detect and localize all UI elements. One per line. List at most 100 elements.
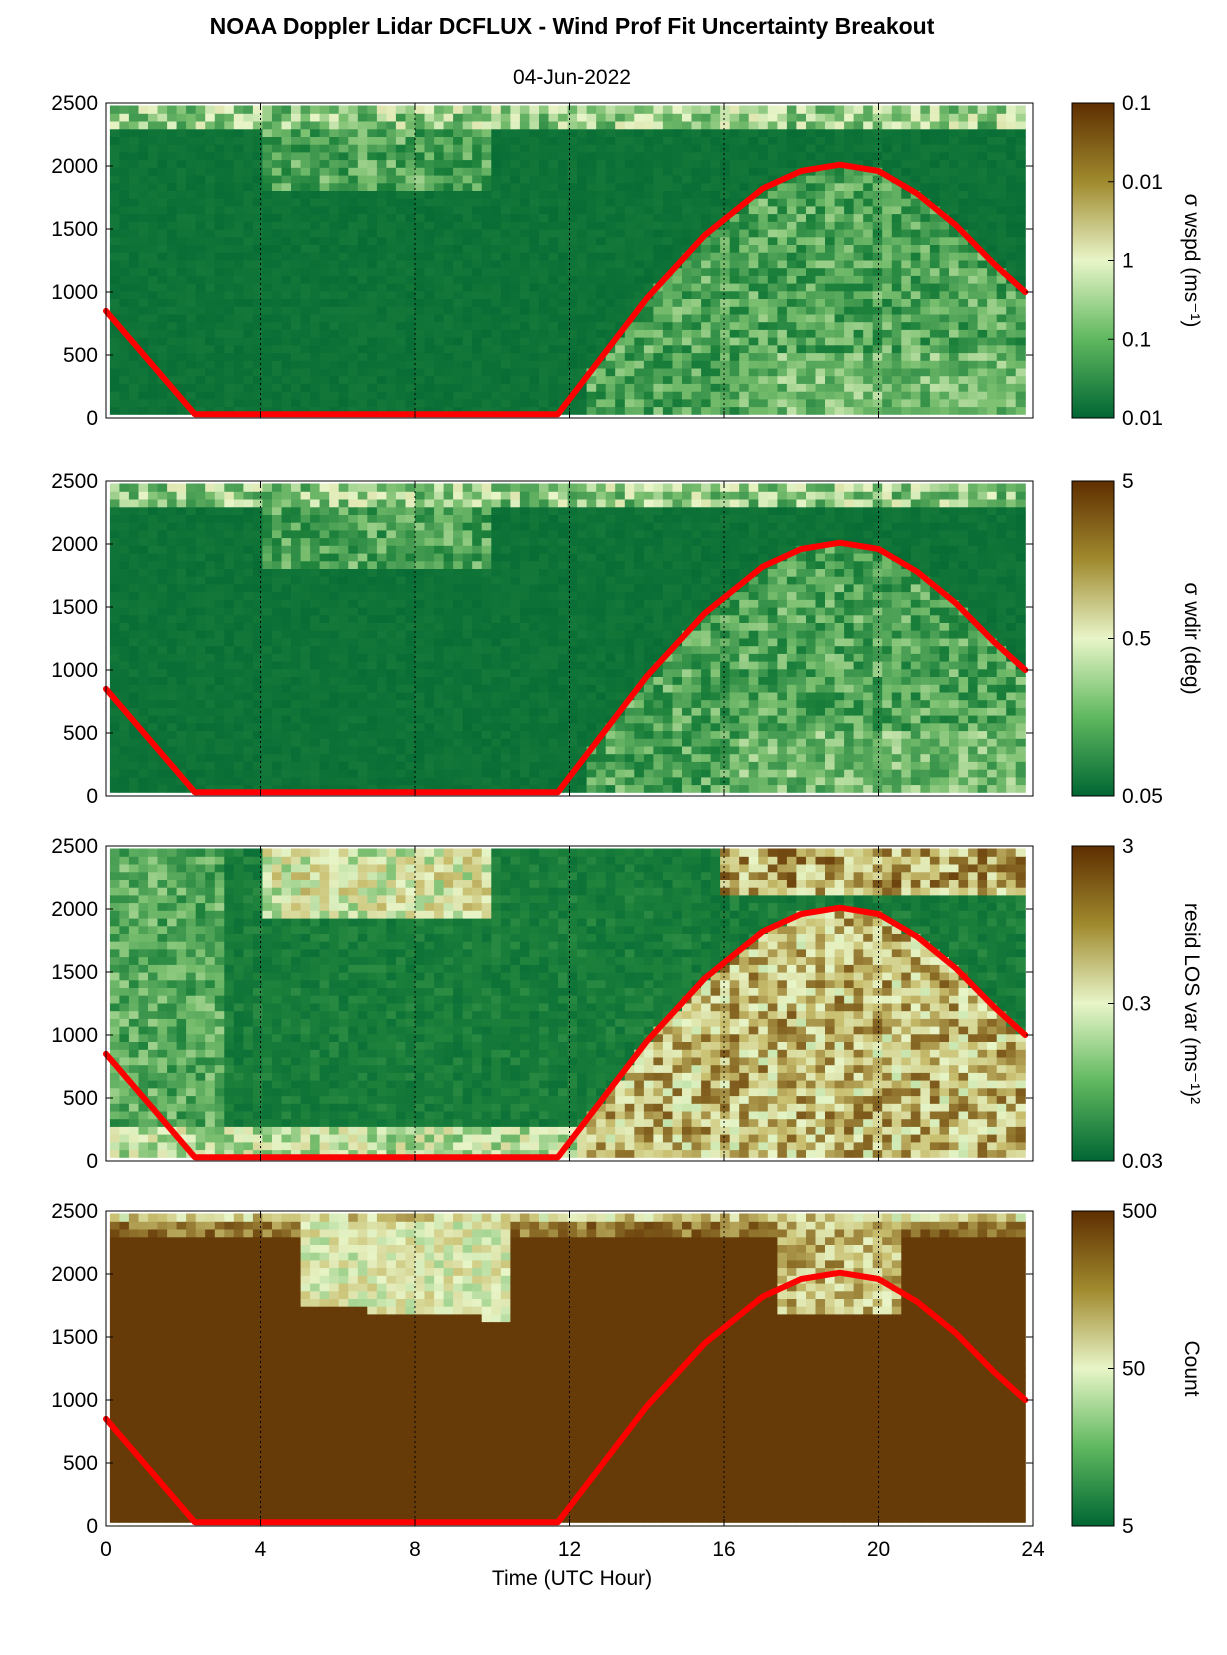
heatmap-cell <box>844 198 855 207</box>
heatmap-cell <box>109 229 120 238</box>
heatmap-cell <box>786 275 797 284</box>
heatmap-cell <box>806 344 817 354</box>
heatmap-cell <box>739 244 750 253</box>
heatmap-cell <box>863 236 874 245</box>
heatmap-cell <box>882 329 893 338</box>
heatmap-cell <box>367 306 378 315</box>
heatmap-cell <box>338 167 349 176</box>
heatmap-cell <box>453 144 464 153</box>
heatmap-cell <box>424 360 435 369</box>
heatmap-cell <box>138 329 149 338</box>
heatmap-cell <box>386 383 397 392</box>
heatmap-cell <box>319 769 330 778</box>
heatmap-cell <box>987 375 998 384</box>
heatmap-cell <box>138 506 149 515</box>
heatmap-cell <box>195 715 206 724</box>
heatmap-cell <box>291 344 302 354</box>
heatmap-cell <box>796 259 807 269</box>
heatmap-cell <box>863 198 874 207</box>
heatmap-cell <box>1006 159 1017 168</box>
heatmap-cell <box>357 406 368 415</box>
heatmap-cell <box>624 190 635 199</box>
heatmap-cell <box>186 113 197 122</box>
heatmap-cell <box>395 290 406 299</box>
heatmap-cell <box>338 383 349 392</box>
heatmap-cell <box>195 198 206 207</box>
heatmap-cell <box>949 259 960 269</box>
heatmap-cell <box>272 144 283 153</box>
heatmap-cell <box>739 252 750 261</box>
heatmap-cell <box>682 136 693 145</box>
heatmap-cell <box>920 113 931 122</box>
heatmap-cell <box>720 205 731 215</box>
heatmap-cell <box>987 213 998 222</box>
heatmap-cell <box>968 167 979 176</box>
heatmap-cell <box>834 151 845 161</box>
heatmap-cell <box>243 275 254 284</box>
heatmap-cell <box>596 252 607 261</box>
heatmap-cell <box>357 745 368 755</box>
heatmap-cell <box>367 113 378 122</box>
heatmap-cell <box>138 283 149 292</box>
heatmap-cell <box>329 514 340 523</box>
heatmap-cell <box>176 745 187 755</box>
heatmap-cell <box>291 205 302 215</box>
heatmap-cell <box>195 113 206 122</box>
heatmap-cell <box>786 221 797 230</box>
heatmap-cell <box>510 105 521 114</box>
heatmap-cell <box>872 290 883 299</box>
heatmap-cell <box>186 229 197 238</box>
heatmap-cell <box>272 560 283 569</box>
heatmap-cell <box>148 205 159 215</box>
heatmap-cell <box>348 622 359 631</box>
heatmap-cell <box>510 159 521 168</box>
heatmap-cell <box>281 599 292 608</box>
heatmap-cell <box>128 537 139 546</box>
heatmap-cell <box>357 607 368 616</box>
heatmap-cell <box>415 383 426 392</box>
heatmap-cell <box>109 753 120 762</box>
heatmap-cell <box>214 175 225 184</box>
heatmap-cell <box>310 661 321 670</box>
heatmap-cell <box>672 283 683 292</box>
heatmap-cell <box>491 182 502 191</box>
heatmap-cell <box>539 167 550 176</box>
heatmap-cell <box>519 128 530 137</box>
heatmap-cell <box>596 198 607 207</box>
heatmap-cell <box>176 298 187 307</box>
heatmap-cell <box>338 553 349 562</box>
heatmap-cell <box>252 298 263 307</box>
heatmap-cell <box>386 136 397 145</box>
heatmap-cell <box>834 182 845 191</box>
heatmap-cell <box>987 352 998 361</box>
heatmap-cell <box>729 167 740 176</box>
heatmap-cell <box>987 121 998 130</box>
heatmap-cell <box>329 367 340 377</box>
heatmap-cell <box>224 715 235 724</box>
heatmap-cell <box>1015 313 1026 323</box>
heatmap-cell <box>205 290 216 299</box>
heatmap-cell <box>109 661 120 670</box>
heatmap-cell <box>920 236 931 245</box>
heatmap-cell <box>491 213 502 222</box>
heatmap-cell <box>500 167 511 176</box>
heatmap-cell <box>624 198 635 207</box>
heatmap-cell <box>691 121 702 130</box>
heatmap-cell <box>920 205 931 215</box>
heatmap-cell <box>281 560 292 569</box>
heatmap-cell <box>519 398 530 408</box>
heatmap-cell <box>777 283 788 292</box>
heatmap-cell <box>977 290 988 299</box>
heatmap-cell <box>910 113 921 122</box>
heatmap-cell <box>996 375 1007 384</box>
heatmap-cell <box>272 668 283 677</box>
heatmap-cell <box>1015 128 1026 137</box>
heatmap-cell <box>176 313 187 323</box>
heatmap-cell <box>844 313 855 323</box>
heatmap-cell <box>624 337 635 346</box>
heatmap-cell <box>882 360 893 369</box>
heatmap-cell <box>205 499 216 508</box>
heatmap-cell <box>586 213 597 222</box>
heatmap-cell <box>834 298 845 307</box>
heatmap-cell <box>720 337 731 346</box>
